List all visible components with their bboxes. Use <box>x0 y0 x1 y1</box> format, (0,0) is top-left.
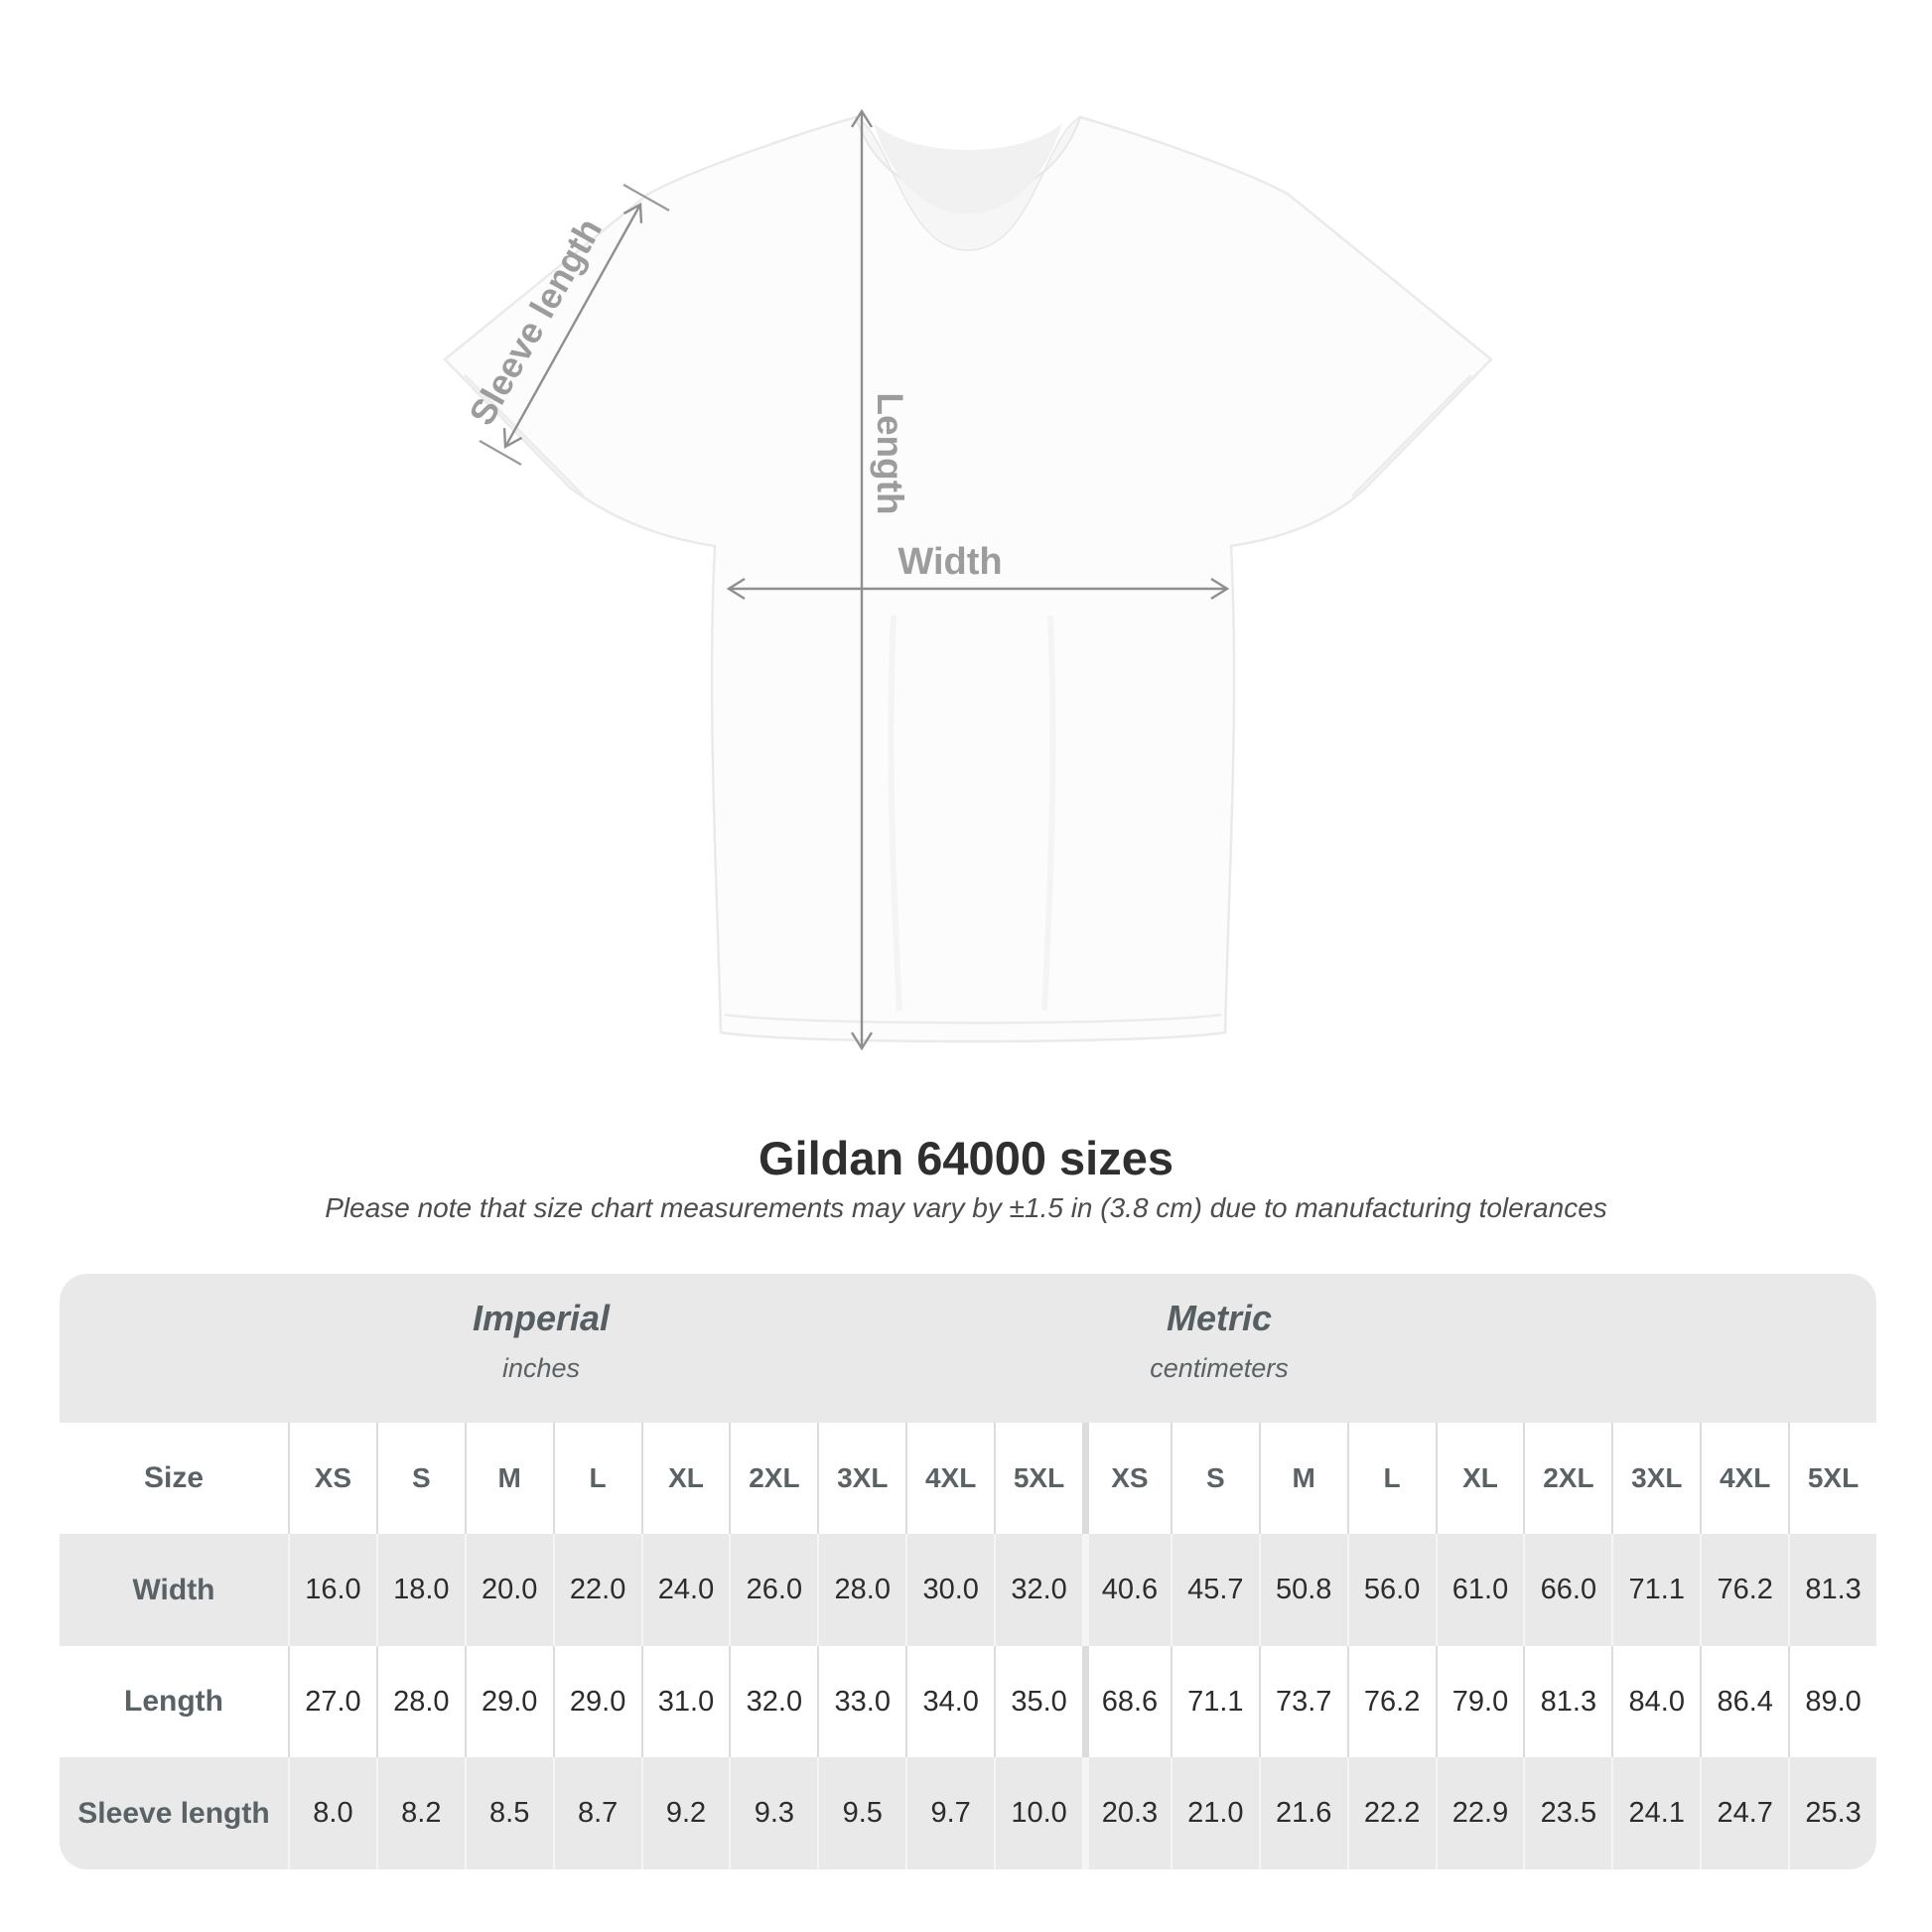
value-cell: 32.0 <box>729 1646 818 1757</box>
value-cell: 24.0 <box>640 1534 730 1646</box>
size-header-cell: S <box>1170 1423 1259 1534</box>
value-cell: 8.5 <box>464 1757 553 1869</box>
value-cell: 29.0 <box>464 1646 553 1757</box>
width-arrow-label: Width <box>897 541 1002 583</box>
value-cell: 9.2 <box>640 1757 730 1869</box>
value-cell: 56.0 <box>1346 1534 1436 1646</box>
value-cell: 86.4 <box>1700 1646 1789 1757</box>
value-cell: 9.3 <box>729 1757 818 1869</box>
value-cell: 28.0 <box>375 1646 465 1757</box>
value-cell: 40.6 <box>1081 1534 1171 1646</box>
value-cell: 76.2 <box>1700 1534 1789 1646</box>
unit-group-metric: Metric centimeters <box>1150 1298 1289 1384</box>
unit-group-imperial-sublabel: inches <box>501 1353 581 1383</box>
tshirt-diagram: Length Width Sleeve length <box>443 108 1493 1051</box>
value-cell: 26.0 <box>729 1534 818 1646</box>
value-cell: 30.0 <box>905 1534 995 1646</box>
value-cell: 21.6 <box>1258 1757 1347 1869</box>
value-cell: 31.0 <box>640 1646 730 1757</box>
value-cell: 79.0 <box>1435 1646 1524 1757</box>
value-cell: 9.7 <box>905 1757 995 1869</box>
value-cell: 29.0 <box>552 1646 641 1757</box>
value-cell: 18.0 <box>375 1534 465 1646</box>
size-header-cell: S <box>375 1423 465 1534</box>
value-cell: 9.5 <box>817 1757 906 1869</box>
value-cell: 81.3 <box>1523 1646 1612 1757</box>
collar-inner-shadow <box>874 123 1062 214</box>
size-header-cell: L <box>552 1423 641 1534</box>
value-cell: 34.0 <box>905 1646 995 1757</box>
row-label: Sleeve length <box>60 1757 288 1869</box>
value-cell: 24.1 <box>1611 1757 1701 1869</box>
size-header-cell: XL <box>640 1423 730 1534</box>
size-column-header: Size <box>60 1423 288 1534</box>
value-cell: 89.0 <box>1788 1646 1876 1757</box>
value-cell: 45.7 <box>1170 1534 1259 1646</box>
value-cell: 16.0 <box>288 1534 376 1646</box>
row-label: Width <box>60 1534 288 1646</box>
value-cell: 76.2 <box>1346 1646 1436 1757</box>
value-cell: 10.0 <box>994 1757 1082 1869</box>
size-header-cell: 2XL <box>1523 1423 1612 1534</box>
size-header-cell: 3XL <box>1611 1423 1701 1534</box>
size-header-cell: 5XL <box>1788 1423 1876 1534</box>
unit-group-imperial-label: Imperial <box>472 1298 611 1338</box>
unit-group-header: Imperial inches Metric centimeters <box>60 1274 1876 1423</box>
value-cell: 71.1 <box>1611 1534 1701 1646</box>
value-cell: 35.0 <box>994 1646 1082 1757</box>
value-cell: 22.2 <box>1346 1757 1436 1869</box>
value-cell: 25.3 <box>1788 1757 1876 1869</box>
size-header-cell: 4XL <box>905 1423 995 1534</box>
value-cell: 20.0 <box>464 1534 553 1646</box>
unit-group-metric-label: Metric <box>1166 1298 1273 1338</box>
value-cell: 81.3 <box>1788 1534 1876 1646</box>
size-table: Imperial inches Metric centimeters Size X… <box>60 1274 1876 1869</box>
size-header-cell: M <box>464 1423 553 1534</box>
size-header-cell: 3XL <box>817 1423 906 1534</box>
page-subtitle: Please note that size chart measurements… <box>325 1192 1607 1223</box>
page-title: Gildan 64000 sizes <box>758 1132 1174 1184</box>
size-table-grid: Size XS S M L XL 2XL 3XL 4XL 5XL XS S M L XL 2XL 3XL 4XL 5… <box>60 1423 1876 1869</box>
sleeve-length-arrow <box>479 184 670 466</box>
value-cell: 71.1 <box>1170 1646 1259 1757</box>
value-cell: 68.6 <box>1081 1646 1171 1757</box>
value-cell: 22.0 <box>552 1534 641 1646</box>
value-cell: 33.0 <box>817 1646 906 1757</box>
value-cell: 21.0 <box>1170 1757 1259 1869</box>
value-cell: 27.0 <box>288 1646 376 1757</box>
value-cell: 23.5 <box>1523 1757 1612 1869</box>
size-header-cell: M <box>1258 1423 1347 1534</box>
size-header-cell: 2XL <box>729 1423 818 1534</box>
value-cell: 24.7 <box>1700 1757 1789 1869</box>
value-cell: 84.0 <box>1611 1646 1701 1757</box>
value-cell: 61.0 <box>1435 1534 1524 1646</box>
value-cell: 22.9 <box>1435 1757 1524 1869</box>
size-header-cell: XL <box>1435 1423 1524 1534</box>
value-cell: 8.0 <box>288 1757 376 1869</box>
value-cell: 28.0 <box>817 1534 906 1646</box>
size-header-cell: XS <box>1081 1423 1171 1534</box>
value-cell: 8.7 <box>552 1757 641 1869</box>
row-label: Length <box>60 1646 288 1757</box>
size-header-cell: 4XL <box>1700 1423 1789 1534</box>
unit-group-imperial: Imperial inches <box>473 1298 610 1384</box>
size-header-cell: XS <box>288 1423 376 1534</box>
value-cell: 32.0 <box>994 1534 1082 1646</box>
value-cell: 66.0 <box>1523 1534 1612 1646</box>
size-header-cell: L <box>1346 1423 1436 1534</box>
unit-group-metric-sublabel: centimeters <box>1150 1353 1289 1383</box>
value-cell: 50.8 <box>1258 1534 1347 1646</box>
value-cell: 73.7 <box>1258 1646 1347 1757</box>
value-cell: 20.3 <box>1081 1757 1171 1869</box>
size-header-cell: 5XL <box>994 1423 1082 1534</box>
value-cell: 8.2 <box>375 1757 465 1869</box>
length-arrow-label: Length <box>870 392 910 514</box>
